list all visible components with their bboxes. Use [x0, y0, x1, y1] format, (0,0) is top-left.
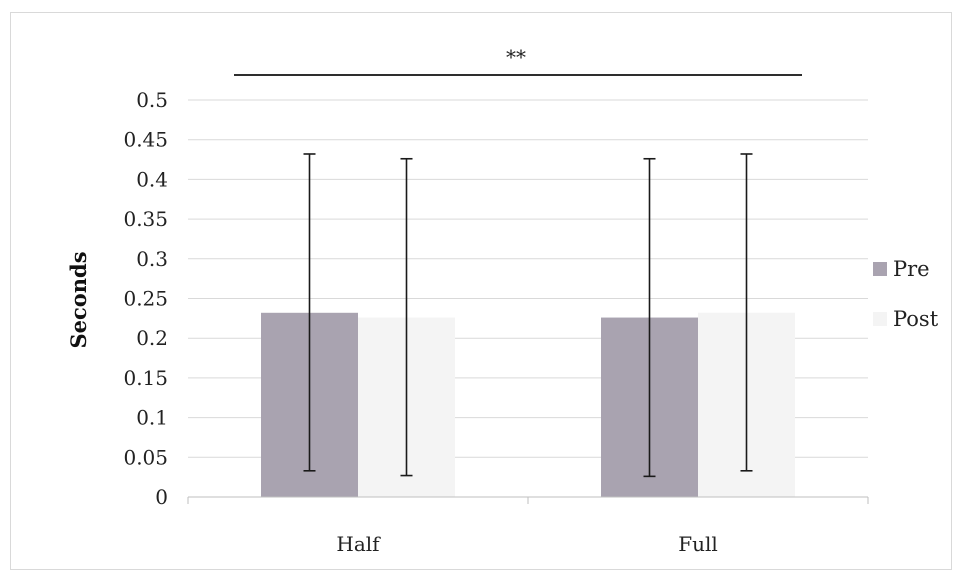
- y-tick-label: 0.4: [136, 167, 168, 191]
- bars: [261, 312, 795, 497]
- legend-swatch: [873, 262, 887, 276]
- significance-annotation: **: [234, 45, 802, 76]
- y-tick-label: 0.25: [123, 287, 168, 311]
- y-tick-label: 0.5: [136, 88, 168, 112]
- legend-label: Pre: [893, 257, 930, 281]
- y-tick-label: 0.1: [136, 406, 168, 430]
- legend-label: Post: [893, 307, 939, 331]
- y-tick-label: 0.15: [123, 366, 168, 390]
- legend-swatch: [873, 312, 887, 326]
- x-category-label: Half: [336, 532, 381, 556]
- significance-stars: **: [506, 45, 526, 69]
- x-category-label: Full: [678, 532, 718, 556]
- y-tick-label: 0.45: [123, 128, 168, 152]
- y-tick-label: 0.3: [136, 247, 168, 271]
- y-tick-label: 0: [155, 485, 168, 509]
- y-tick-labels: 0 0.05 0.1 0.15 0.2 0.25 0.3 0.35 0.4 0.45 0.5: [123, 88, 168, 509]
- y-tick-label: 0.05: [123, 445, 168, 469]
- y-axis-title: Seconds: [66, 251, 91, 348]
- y-tick-label: 0.2: [136, 326, 168, 350]
- y-tick-label: 0.35: [123, 207, 168, 231]
- x-category-labels: Half Full: [336, 532, 717, 556]
- error-bars: [303, 153, 753, 478]
- axes: [187, 496, 869, 504]
- legend: Pre Post: [873, 257, 939, 331]
